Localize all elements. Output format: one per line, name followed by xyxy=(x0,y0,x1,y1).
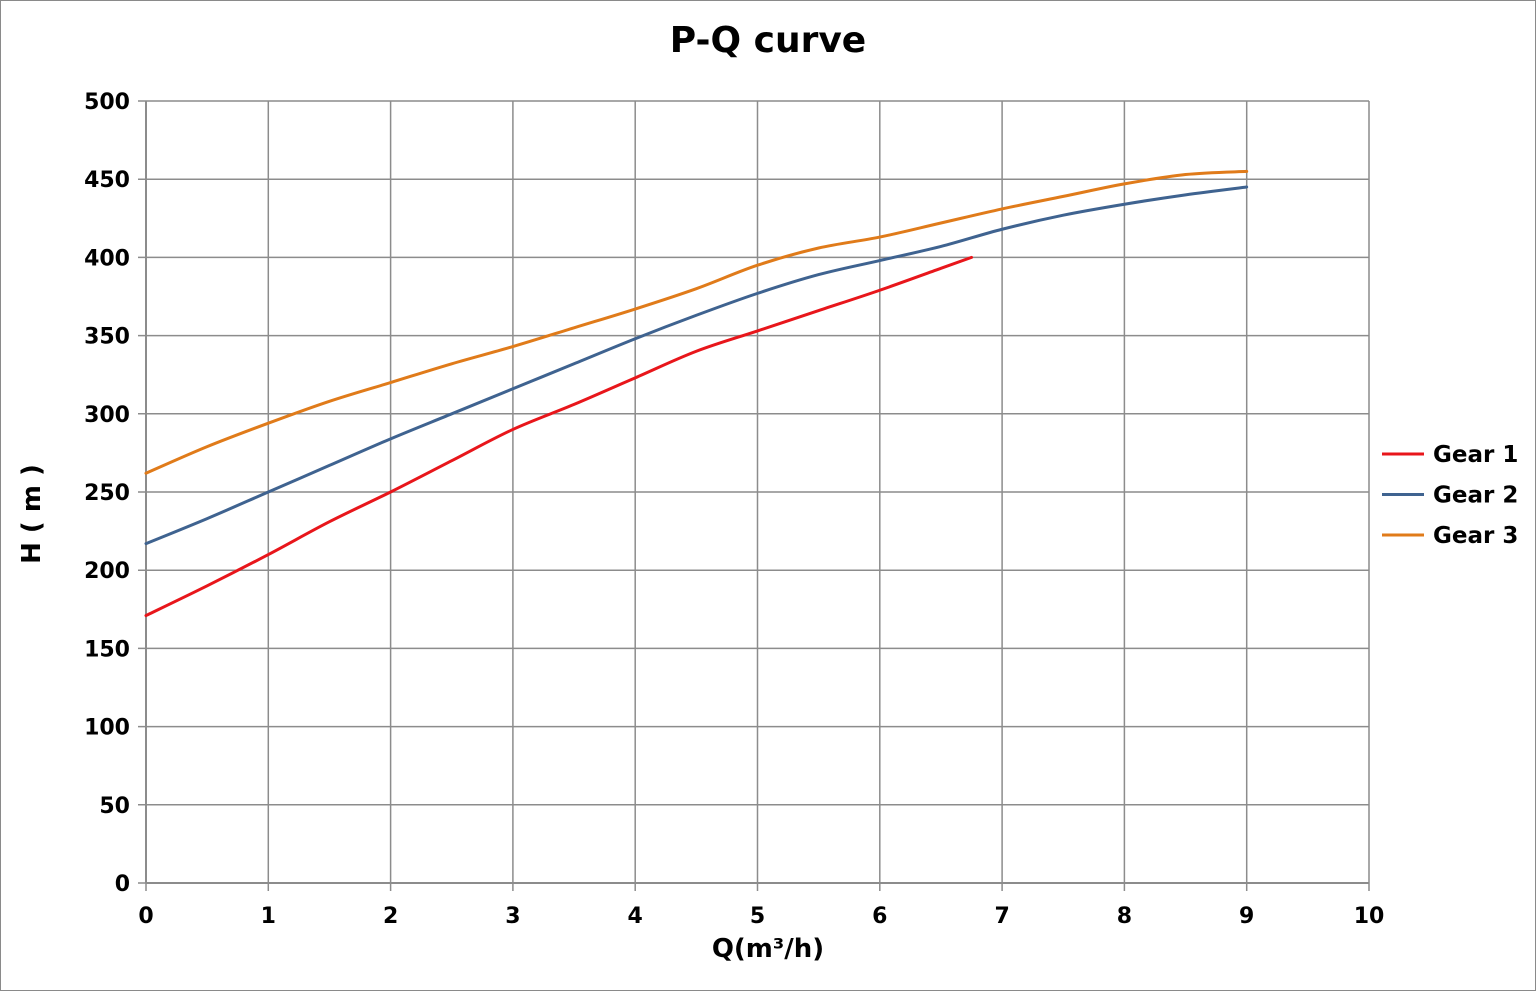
grid xyxy=(138,100,1370,891)
y-tick-label: 50 xyxy=(99,794,130,819)
x-tick-labels: 0 1 2 3 4 5 6 7 8 9 10 xyxy=(138,904,1384,929)
x-tick-label: 6 xyxy=(872,904,887,929)
legend-label-gear-3: Gear 3 xyxy=(1433,523,1518,549)
x-tick-label: 10 xyxy=(1354,904,1385,929)
x-tick-label: 9 xyxy=(1239,904,1254,929)
x-tick-label: 4 xyxy=(628,904,643,929)
x-tick-label: 5 xyxy=(750,904,765,929)
x-tick-label: 7 xyxy=(994,904,1009,929)
y-tick-label: 150 xyxy=(84,637,130,662)
series-line-gear-1 xyxy=(144,255,974,618)
series-line-gear-3 xyxy=(144,169,1249,475)
x-tick-label: 0 xyxy=(138,904,153,929)
y-tick-labels: 0 50 100 150 200 250 300 350 400 450 500 xyxy=(84,90,130,897)
y-tick-label: 0 xyxy=(115,872,130,897)
chart-title: P-Q curve xyxy=(670,20,866,61)
legend: Gear 1 Gear 2 Gear 3 xyxy=(1382,442,1518,549)
x-tick-label: 3 xyxy=(505,904,520,929)
x-tick-label: 1 xyxy=(261,904,276,929)
y-axis-title: H ( m ) xyxy=(17,464,47,564)
y-tick-label: 200 xyxy=(84,559,130,584)
y-tick-label: 300 xyxy=(84,403,130,428)
series-lines xyxy=(144,169,1249,618)
y-tick-label: 400 xyxy=(84,246,130,271)
y-tick-label: 450 xyxy=(84,168,130,193)
x-axis-title: Q(m³/h) xyxy=(712,934,824,964)
legend-label-gear-1: Gear 1 xyxy=(1433,442,1518,468)
y-tick-label: 250 xyxy=(84,481,130,506)
y-tick-label: 350 xyxy=(84,325,130,350)
x-tick-label: 8 xyxy=(1117,904,1132,929)
series-line-gear-2 xyxy=(144,185,1249,546)
y-tick-label: 500 xyxy=(84,90,130,115)
y-tick-label: 100 xyxy=(84,716,130,741)
x-tick-label: 2 xyxy=(383,904,398,929)
legend-label-gear-2: Gear 2 xyxy=(1433,483,1518,509)
